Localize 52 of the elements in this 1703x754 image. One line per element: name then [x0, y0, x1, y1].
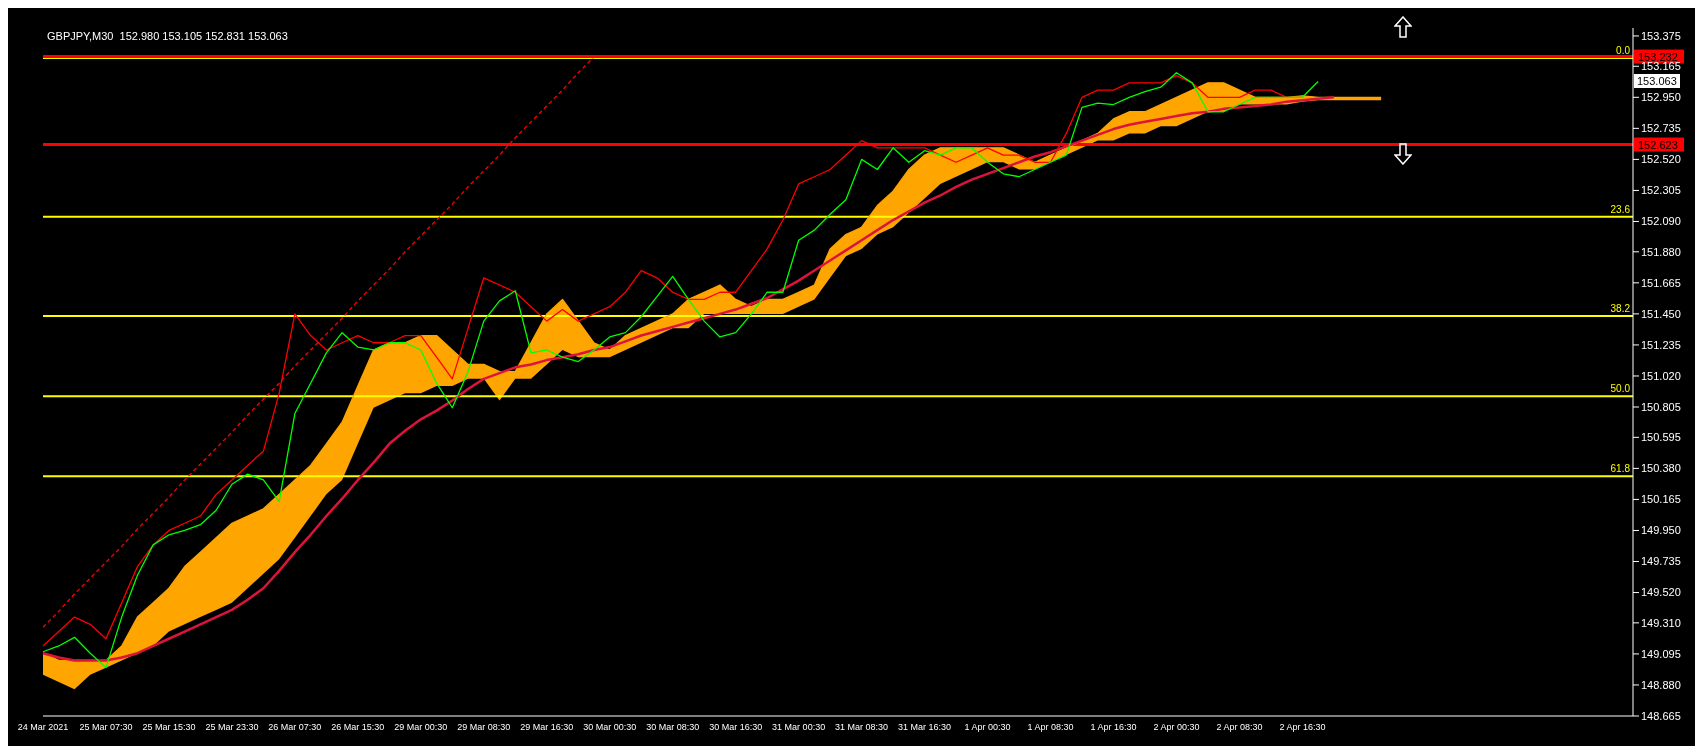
x-tick-label: 31 Mar 00:30: [772, 722, 826, 733]
y-tick-label: 152.950: [1641, 91, 1681, 104]
y-tick-label: 152.520: [1641, 153, 1681, 166]
text: 153.063: [1634, 73, 1680, 88]
y-tick-label: 151.450: [1641, 307, 1681, 320]
x-tick-label: 1 Apr 00:30: [964, 722, 1011, 733]
x-tick-label: 26 Mar 15:30: [331, 722, 385, 733]
y-tick-label: 152.735: [1641, 122, 1681, 135]
annotation: 38.2: [1610, 303, 1630, 315]
y-tick-label: 148.880: [1641, 678, 1681, 691]
y-tick-label: 149.950: [1641, 524, 1681, 537]
x-tick-label: 25 Mar 07:30: [79, 722, 133, 733]
x-tick-label: 1 Apr 16:30: [1090, 722, 1137, 733]
x-tick-label: 25 Mar 15:30: [142, 722, 196, 733]
x-tick-label: 24 Mar 2021: [17, 722, 69, 733]
annotation: 61.8: [1610, 463, 1630, 475]
x-tick-label: 29 Mar 00:30: [394, 722, 448, 733]
y-tick-label: 150.595: [1641, 431, 1681, 444]
y-tick-label: 151.880: [1641, 245, 1681, 258]
y-tick-label: 150.380: [1641, 462, 1681, 475]
x-tick-label: 29 Mar 16:30: [520, 722, 574, 733]
x-tick-label: 30 Mar 08:30: [646, 722, 700, 733]
y-tick-label: 151.020: [1641, 369, 1681, 382]
y-tick-label: 149.735: [1641, 555, 1681, 568]
y-tick-label: 149.310: [1641, 616, 1681, 629]
y-tick-label: 152.090: [1641, 215, 1681, 228]
annotation: 50.0: [1610, 383, 1630, 395]
annotation: 23.6: [1610, 203, 1630, 215]
y-tick-label: 151.235: [1641, 338, 1681, 351]
y-tick-label: 153.375: [1641, 29, 1681, 42]
x-tick-label: 31 Mar 08:30: [835, 722, 889, 733]
x-tick-label: 30 Mar 16:30: [709, 722, 763, 733]
y-tick-label: 152.305: [1641, 184, 1681, 197]
x-tick-label: 2 Apr 00:30: [1153, 722, 1200, 733]
x-tick-label: 30 Mar 00:30: [583, 722, 637, 733]
x-tick-label: 1 Apr 08:30: [1027, 722, 1074, 733]
x-tick-label: 25 Mar 23:30: [205, 722, 259, 733]
x-tick-label: 2 Apr 08:30: [1216, 722, 1263, 733]
y-tick-label: 149.520: [1641, 586, 1681, 599]
y-tick-label: 150.805: [1641, 400, 1681, 413]
x-tick-label: 31 Mar 16:30: [898, 722, 952, 733]
x-tick-label: 26 Mar 07:30: [268, 722, 322, 733]
ref-line-label: 153.232: [1638, 50, 1678, 63]
y-tick-label: 150.165: [1641, 493, 1681, 506]
annotation: 0.0: [1616, 45, 1630, 57]
y-tick-label: 149.095: [1641, 647, 1681, 660]
y-tick-label: 151.665: [1641, 276, 1681, 289]
chart-title: GBPJPY,M30 152.980 153.105 152.831 153.063: [47, 30, 288, 42]
x-tick-label: 2 Apr 16:30: [1279, 722, 1326, 733]
ref-line-label: 152.623: [1638, 138, 1678, 151]
x-tick-label: 29 Mar 08:30: [457, 722, 511, 733]
y-tick-label: 148.665: [1641, 709, 1681, 722]
